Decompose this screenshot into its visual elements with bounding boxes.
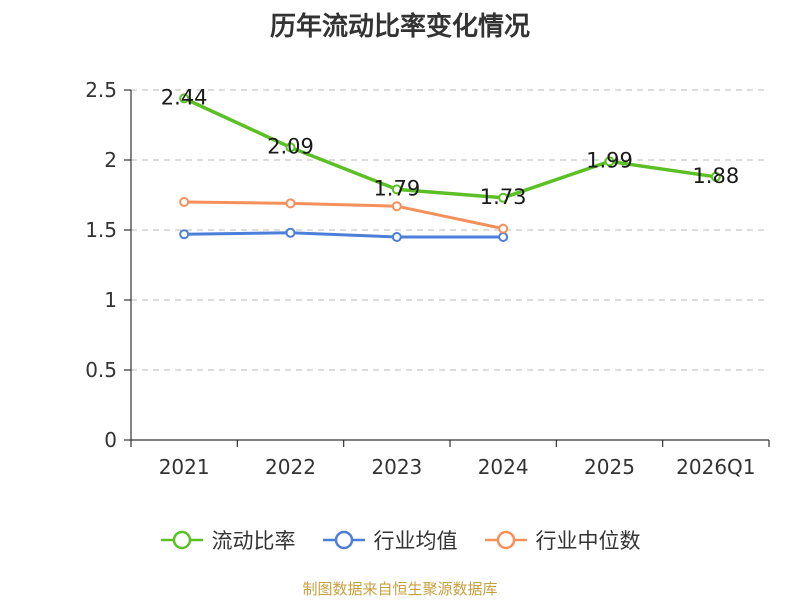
series-2-point-2[interactable] <box>391 201 402 212</box>
series-line-0 <box>183 96 717 200</box>
legend-swatch-current-ratio-icon <box>160 530 203 550</box>
legend-label-industry-median: 行业中位数 <box>535 529 641 553</box>
series-line-1 <box>184 231 504 239</box>
data-label: 2.09 <box>267 134 314 158</box>
series-2-point-3[interactable] <box>498 223 509 234</box>
series-0-point-3[interactable] <box>498 192 509 203</box>
legend: 流动比率 行业均值 行业中位数 <box>0 520 800 560</box>
x-tick-label: 2024 <box>478 455 529 479</box>
series-0-point-1[interactable] <box>285 142 296 153</box>
legend-swatch-industry-average-icon <box>322 530 365 550</box>
data-label: 2.44 <box>161 85 208 109</box>
chart-title: 历年流动比率变化情况 <box>269 12 530 42</box>
x-tick-label: 2025 <box>584 455 635 479</box>
data-label: 1.73 <box>480 185 527 209</box>
series-1-point-0[interactable] <box>179 229 190 240</box>
data-label: 1.99 <box>586 148 633 172</box>
series-0-point-2[interactable] <box>391 184 402 195</box>
y-tick-label: 0.5 <box>85 358 117 382</box>
legend-label-industry-average: 行业均值 <box>373 529 458 553</box>
series-1-point-2[interactable] <box>391 232 402 242</box>
grid-lines <box>131 89 769 371</box>
y-tick-label: 2.5 <box>85 78 117 102</box>
legend-label-current-ratio: 流动比率 <box>211 529 296 553</box>
x-tick-label: 2026Q1 <box>676 455 755 479</box>
x-tick-label: 2022 <box>265 455 316 479</box>
series-0-point-0[interactable] <box>179 93 190 104</box>
legend-item-industry-average[interactable]: 行业均值 <box>322 525 458 555</box>
series-2-point-1[interactable] <box>285 198 296 209</box>
series-line-2 <box>184 200 504 231</box>
series-0-point-4[interactable] <box>604 156 615 167</box>
y-tick-label: 1 <box>104 288 117 312</box>
series-0-point-5[interactable] <box>710 171 721 182</box>
data-label: 1.79 <box>373 176 420 200</box>
legend-swatch-industry-median-icon <box>484 530 527 550</box>
y-tick-label: 1.5 <box>85 218 117 242</box>
series-1-point-3[interactable] <box>498 232 509 242</box>
series-1-point-1[interactable] <box>285 227 296 238</box>
y-tick-label: 2 <box>104 148 117 172</box>
legend-item-industry-median[interactable]: 行业中位数 <box>484 525 641 555</box>
series <box>179 93 721 242</box>
source-note: 制图数据来自恒生聚源数据库 <box>302 580 498 598</box>
y-tick-label: 0 <box>104 428 117 452</box>
legend-item-current-ratio[interactable]: 流动比率 <box>160 525 296 555</box>
x-tick-label: 2021 <box>159 455 210 479</box>
data-label: 1.88 <box>692 164 739 188</box>
x-tick-label: 2023 <box>371 455 422 479</box>
data-labels: 2.44 2.09 1.79 1.73 1.99 1.88 <box>161 85 739 208</box>
axes: 0 0.5 1 1.5 2 2.5 2021 2022 2023 2024 2025 2026Q1 <box>85 78 770 479</box>
series-2-point-0[interactable] <box>179 197 190 207</box>
